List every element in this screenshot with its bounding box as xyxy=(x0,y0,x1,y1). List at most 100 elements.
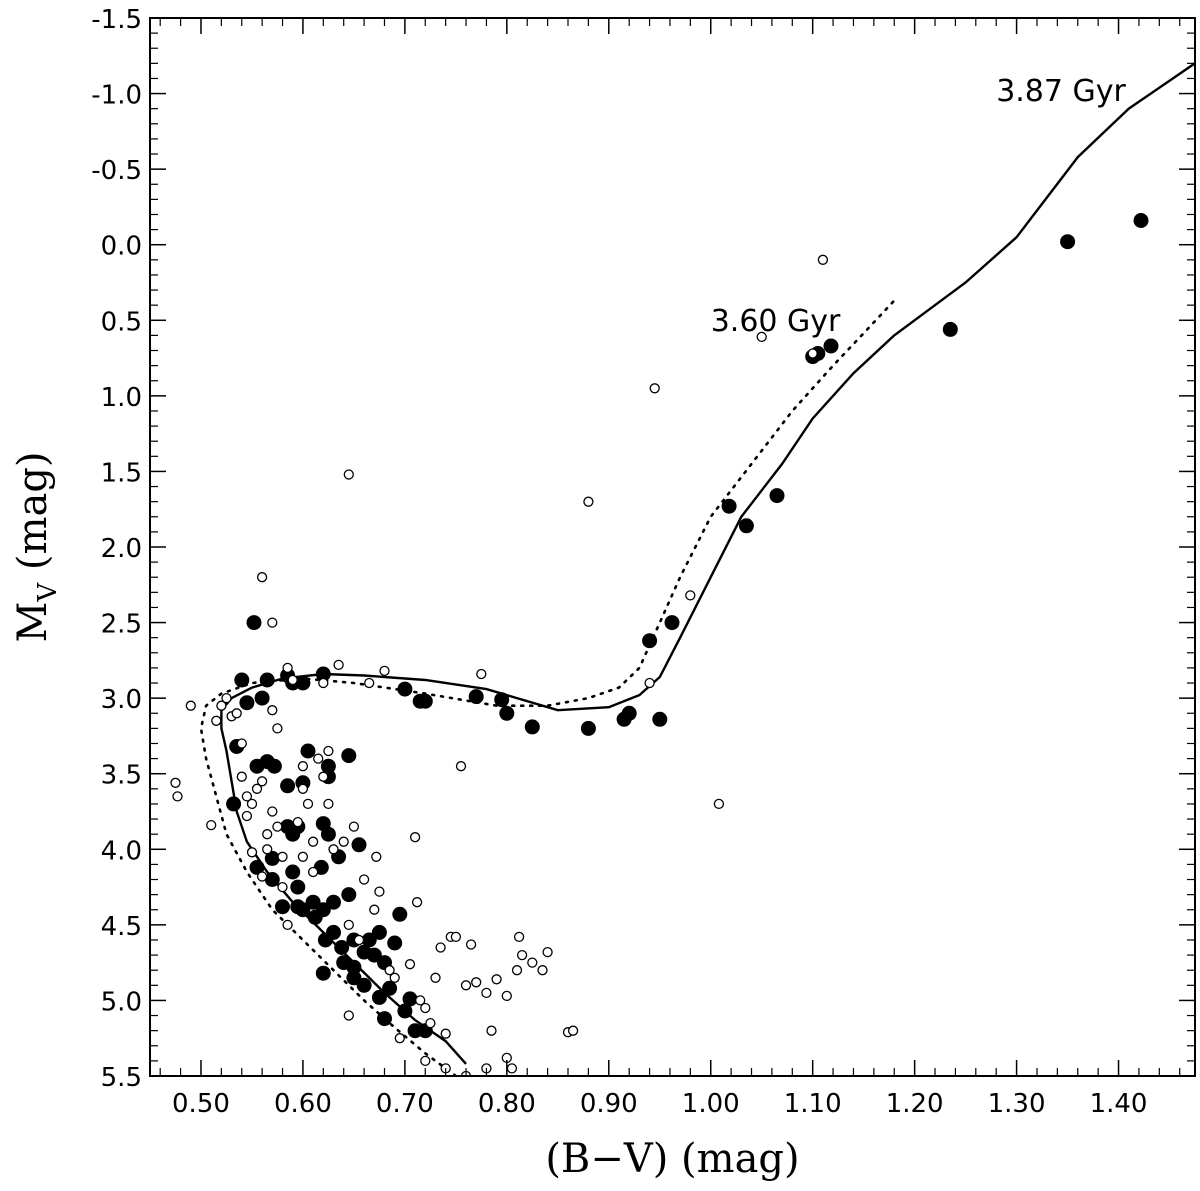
filled-star-point xyxy=(239,695,255,711)
filled-star-point xyxy=(315,666,331,682)
filled-star-point xyxy=(275,899,290,915)
ticks-layer xyxy=(150,17,1195,1077)
open-star-point xyxy=(511,965,523,976)
x-axis-title: (B−V) (mag) xyxy=(545,1136,799,1182)
y-tick-label: 2.0 xyxy=(101,534,142,564)
filled-star-point xyxy=(664,615,680,631)
open-star-point xyxy=(272,821,283,832)
open-star-point xyxy=(185,700,196,711)
open-star-point xyxy=(411,897,423,908)
open-star-point xyxy=(374,886,385,897)
open-star-point xyxy=(513,931,525,943)
y-tick-label: 1.0 xyxy=(101,383,142,413)
y-axis-title-unit: (mag) xyxy=(10,451,56,582)
open-star-point xyxy=(506,1063,518,1074)
filled-star-point xyxy=(621,705,637,721)
open-star-point xyxy=(307,836,319,847)
open-star-point xyxy=(216,700,227,711)
filled-star-point xyxy=(642,633,658,649)
open-star-point xyxy=(211,715,222,726)
open-star-point xyxy=(287,674,298,686)
y-tick-label: 3.5 xyxy=(101,761,142,791)
filled-star-point xyxy=(341,748,357,764)
tick-labels-layer: 0.50 0.60 0.70 0.80 0.90 1.00 1.10 1.20 1.30 1.40… xyxy=(91,5,1147,1119)
filled-star-point xyxy=(326,894,341,910)
open-star-point xyxy=(172,791,183,802)
open-star-point xyxy=(644,677,655,689)
open-star-point xyxy=(338,836,349,847)
filled-star-point xyxy=(266,758,282,774)
filled-star-point xyxy=(721,498,737,514)
open-star-point xyxy=(292,816,303,828)
filled-star-point xyxy=(823,338,839,354)
filled-star-point xyxy=(234,672,250,688)
x-tick-label: 1.20 xyxy=(886,1089,944,1119)
open-star-point xyxy=(649,383,660,394)
filled-star-point xyxy=(417,693,433,709)
open-star-point xyxy=(333,659,344,671)
open-star-point xyxy=(389,972,400,983)
x-tick-label: 1.40 xyxy=(1090,1089,1148,1119)
filled-star-point xyxy=(580,720,596,736)
open-star-point xyxy=(267,705,278,716)
filled-star-point xyxy=(226,796,242,812)
open-star-point xyxy=(465,939,477,950)
open-star-point xyxy=(206,819,217,831)
filled-star-point xyxy=(356,977,372,993)
open-star-point xyxy=(542,946,553,958)
filled-star-point xyxy=(320,826,336,842)
open-star-point xyxy=(476,668,487,680)
filled-star-point xyxy=(468,689,484,705)
filled-star-point xyxy=(402,991,418,1007)
open-star-point xyxy=(435,942,446,953)
filled-star-point xyxy=(326,924,341,940)
annotation-layer: 3.87 Gyr 3.60 Gyr xyxy=(711,74,1127,339)
open-star-point xyxy=(302,798,314,810)
filled-star-point xyxy=(280,778,296,794)
x-tick-label: 0.90 xyxy=(580,1089,638,1119)
open-star-point xyxy=(297,783,309,794)
filled-star-point xyxy=(300,743,316,759)
open-star-point xyxy=(807,348,818,359)
x-tick-label: 1.10 xyxy=(784,1089,842,1119)
open-star-point xyxy=(343,1010,354,1021)
filled-star-point xyxy=(738,518,754,534)
filled-star-point xyxy=(397,1003,413,1019)
open-star-point xyxy=(371,851,382,862)
open-star-point xyxy=(420,1002,431,1014)
y-tick-label: 5.5 xyxy=(101,1063,142,1093)
x-tick-label: 0.50 xyxy=(172,1089,230,1119)
open-star-point xyxy=(516,949,528,961)
filled-star-point xyxy=(361,932,377,948)
open-star-point xyxy=(221,692,232,704)
filled-star-point xyxy=(249,859,265,875)
filled-star-point xyxy=(494,692,510,708)
open-star-point xyxy=(491,974,502,985)
open-star-point xyxy=(409,832,421,843)
open-star-point xyxy=(817,254,829,265)
open-star-point xyxy=(282,662,293,674)
open-star-point xyxy=(323,798,334,810)
y-axis-title-main: M xyxy=(10,602,56,643)
filled-star-point xyxy=(290,879,306,895)
open-star-point xyxy=(318,677,329,689)
open-star-point xyxy=(328,844,339,855)
open-star-point xyxy=(236,771,247,782)
open-star-point xyxy=(277,881,288,893)
y-tick-label: 4.0 xyxy=(101,836,142,866)
filled-star-point xyxy=(382,980,398,996)
open-star-point xyxy=(246,847,258,858)
filled-star-point xyxy=(371,924,387,940)
open-star-point xyxy=(369,904,380,915)
open-star-point xyxy=(343,469,354,480)
y-tick-label: -1.5 xyxy=(91,5,142,35)
filled-star-point xyxy=(341,887,357,903)
open-star-point xyxy=(756,331,767,343)
open-star-point xyxy=(501,990,512,1002)
y-tick-label: 1.5 xyxy=(101,458,142,488)
x-tick-label: 0.60 xyxy=(274,1089,332,1119)
data-points-layer xyxy=(170,213,1149,1076)
y-tick-label: 0.0 xyxy=(101,232,142,262)
open-star-point xyxy=(358,874,370,885)
